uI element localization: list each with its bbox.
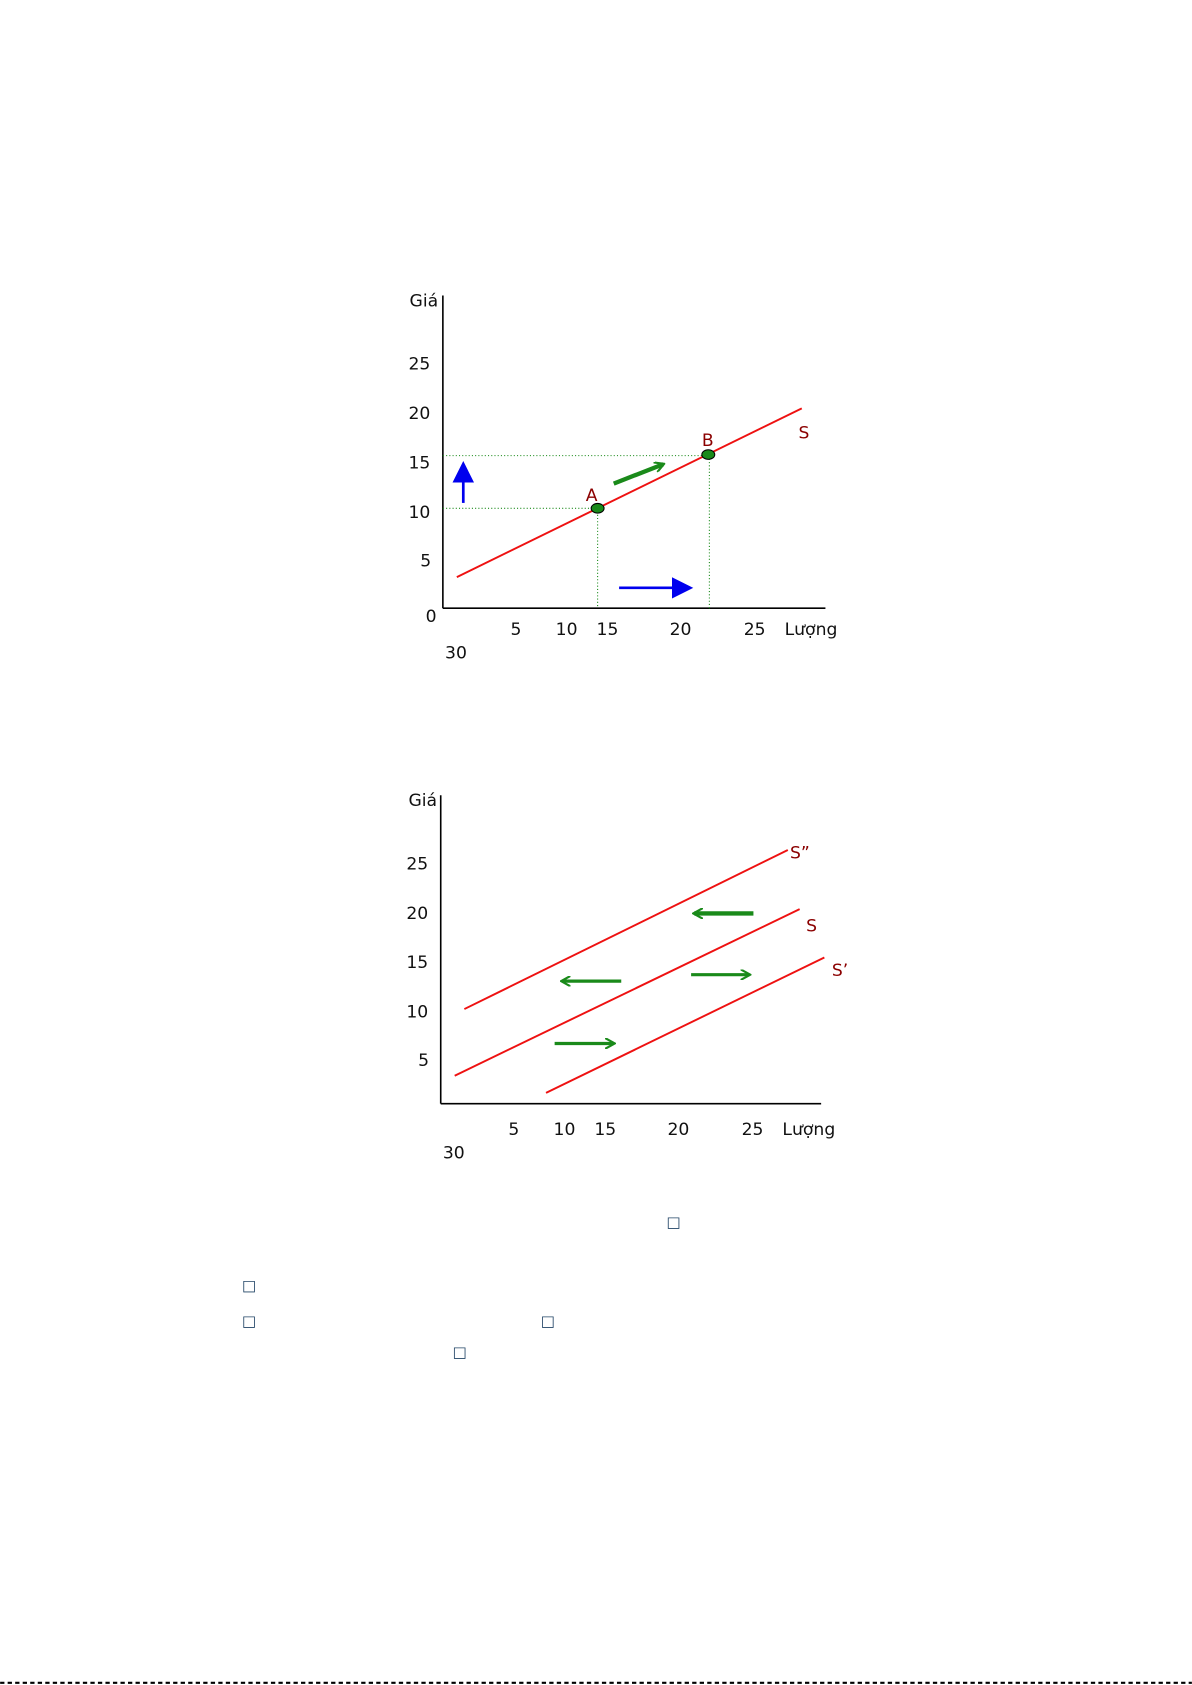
movement-arrow	[612, 464, 663, 486]
glyph: □	[242, 1312, 256, 1330]
x-tick-label: 20	[667, 1120, 689, 1140]
supply-curve	[545, 956, 825, 1094]
y-tick-label: 20	[408, 404, 430, 424]
x-axis-label: Lượng	[785, 620, 838, 640]
x-tick-label: 15	[594, 1120, 616, 1140]
curve-label: S	[806, 917, 817, 937]
x-axis-label: Lượng	[782, 1120, 835, 1140]
supply-curve	[454, 908, 801, 1077]
y-tick-label: 25	[408, 355, 430, 375]
x-tick-label: 15	[597, 620, 619, 640]
point-b	[701, 449, 716, 460]
x-tick-label: 5	[511, 620, 522, 640]
x-tick-label: 10	[556, 620, 578, 640]
x-tick-label: 10	[554, 1120, 576, 1140]
figure-2: Giá 25 20 15 10 5 5 10 15 20 25 30 Lượng…	[406, 791, 848, 1163]
glyph: □	[242, 1277, 256, 1295]
glyph: □	[453, 1343, 467, 1361]
curve-label: S’	[832, 961, 848, 981]
y-tick-label: 20	[406, 904, 428, 924]
x-tick-label: 30	[443, 1143, 465, 1163]
guide-lines	[442, 455, 710, 609]
x-tick-label: 5	[508, 1120, 519, 1140]
y-tick-label: 25	[406, 854, 428, 874]
x-tick-label: 25	[742, 1120, 764, 1140]
point-label: B	[702, 431, 714, 451]
y-tick-label: 10	[406, 1003, 428, 1023]
y-axis-label: Giá	[408, 791, 437, 811]
point-label: A	[586, 486, 598, 506]
figure-1: Giá 25 20 15 10 5 0 5 10 15 20 25 30 Lượ…	[408, 291, 837, 663]
curve-label: S”	[790, 844, 810, 864]
supply-curve	[463, 849, 789, 1010]
y-tick-label: 10	[408, 503, 430, 523]
x-tick-label: 30	[445, 644, 467, 664]
glyph: □	[666, 1213, 680, 1231]
supply-curve	[456, 407, 803, 578]
y-axis-label: Giá	[410, 291, 439, 311]
point-a	[590, 502, 605, 514]
y-tick-label: 15	[406, 953, 428, 973]
x-tick-label: 20	[670, 620, 692, 640]
y-tick-label: 5	[418, 1051, 429, 1071]
x-tick-label: 25	[744, 620, 766, 640]
y-tick-label: 15	[408, 454, 430, 474]
glyph: □	[541, 1312, 555, 1330]
y-tick-label: 0	[426, 607, 437, 627]
curve-label: S	[799, 423, 810, 443]
y-tick-label: 5	[420, 551, 431, 571]
